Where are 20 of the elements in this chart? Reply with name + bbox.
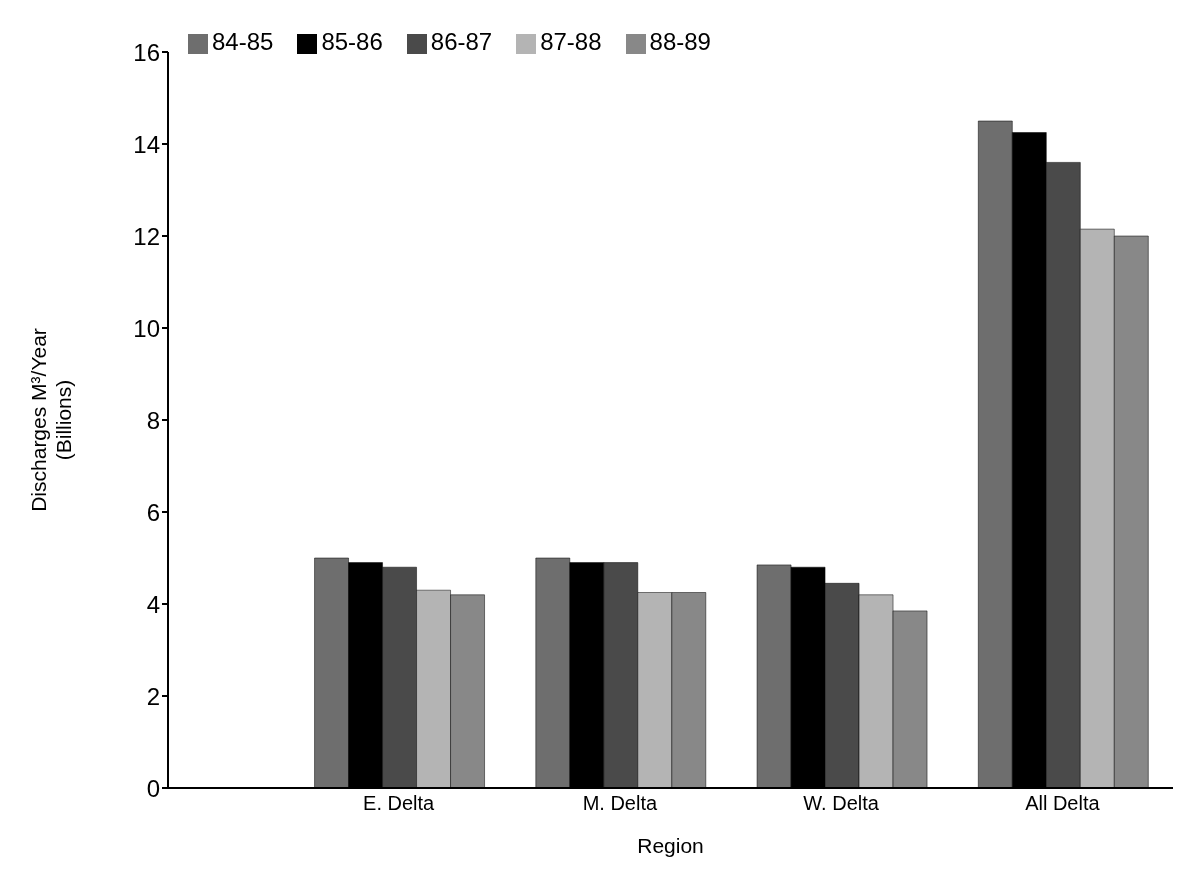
y-tick-label: 16 (133, 38, 160, 66)
y-tick-label: 8 (146, 406, 160, 434)
y-tick-label: 12 (133, 222, 160, 250)
y-tick-label: 0 (146, 774, 160, 802)
y-tick-label: 2 (146, 682, 160, 710)
legend-label: 88-89 (649, 28, 711, 55)
legend-label: 87-88 (540, 28, 602, 55)
y-tick-label: 6 (146, 498, 160, 526)
legend-label: 85-86 (321, 28, 383, 55)
y-tick-label: 10 (133, 314, 160, 342)
x-tick-label: W. Delta (803, 792, 880, 815)
x-tick-label: E. Delta (363, 792, 436, 815)
x-tick-label: M. Delta (582, 792, 658, 815)
legend-label: 84-85 (212, 28, 274, 55)
x-axis-title: Region (637, 833, 704, 857)
legend-label: 86-87 (430, 28, 493, 55)
x-tick-label: All Delta (1025, 792, 1101, 815)
y-tick-label: 14 (133, 130, 160, 158)
y-axis-title: Discharges M³/Year (Billions) (27, 328, 75, 512)
y-tick-label: 4 (146, 590, 160, 618)
